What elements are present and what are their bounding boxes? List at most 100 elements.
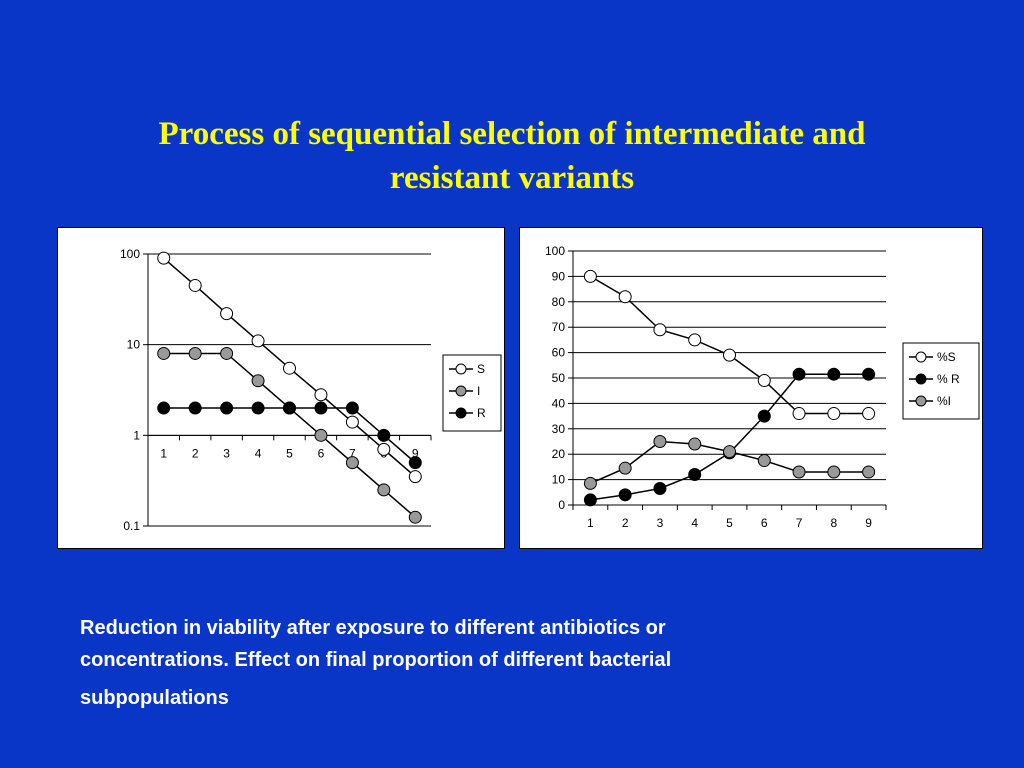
caption: Reduction in viability after exposure to… [80,612,900,714]
log-chart-x-tick-label: 2 [192,446,199,460]
log-chart-x-tick-label: 6 [318,446,325,460]
pct-chart-series-i-point [583,476,597,490]
pct-chart-series-s-point [757,374,771,388]
log-chart-series-s-point [314,388,328,402]
pct-chart-series-r-point [688,468,702,482]
pct-chart-series-i-point [723,445,736,459]
pct-chart-x-tick-label: 5 [726,516,733,530]
pct-chart-x-tick-label: 8 [830,516,837,530]
pct-chart-y-tick-label: 40 [552,396,566,410]
log-chart-series-s-point [283,361,296,375]
pct-chart-series-i-point [757,454,771,468]
pct-chart-series-i-point [653,435,667,448]
log-chart-x-tick-label: 5 [286,446,293,460]
pct-chart-series-s-point [688,333,702,347]
pct-chart-series-i-point [827,465,841,479]
pct-chart-series-s-point [583,269,597,283]
pct-chart-legend-label: %I [937,394,951,408]
log-chart-legend-swatch-marker [455,385,467,397]
log-chart-legend-label: S [477,362,485,376]
pct-chart-y-tick-label: 100 [545,244,565,258]
log-chart-series-s-point [345,415,359,429]
log-chart-x-tick-label: 4 [255,446,262,460]
log-chart-x-tick-label: 3 [223,446,230,460]
log-chart-series-r-point [377,428,391,442]
pct-chart-series-s-point [827,407,841,421]
caption-line1: Reduction in viability after exposure to… [80,617,666,639]
log-chart-legend-swatch-marker [455,363,467,375]
log-chart-series-r-point [157,401,171,415]
pct-chart-y-tick-label: 90 [552,269,566,283]
percentage-chart: 0 10 20 30 40 50 60 70 80 90 100 1 2 3 4 5 6 7 8 9 %S % R %I [519,227,983,549]
pct-chart-x-tick-label: 1 [587,516,594,530]
pct-chart-x-tick-label: 4 [691,516,698,530]
log-chart-y-tick-label: 0.1 [123,519,140,533]
pct-chart-series-i-point [862,465,876,479]
log-chart-legend-label: R [477,406,486,420]
log-chart-series-r-point [408,456,422,470]
pct-chart-y-tick-label: 20 [552,447,566,461]
pct-chart-legend-swatch-marker [915,395,927,407]
slide-title: Process of sequential selection of inter… [0,112,1024,200]
pct-chart-y-tick-label: 10 [552,473,566,487]
pct-chart-series-r-point [862,367,876,381]
log-chart-series-r-point [188,401,202,415]
slide-title-line2: resistant variants [389,160,635,196]
log-chart-x-tick-label: 9 [412,446,419,460]
pct-chart-x-tick-label: 2 [622,516,629,530]
pct-chart-x-tick-label: 3 [657,516,664,530]
pct-chart-y-tick-label: 80 [552,295,566,309]
pct-chart-series-r-point [757,409,771,423]
log-chart-series-s-point [251,334,265,348]
log-chart-series-i-point [408,510,422,524]
pct-chart-legend-swatch-marker [915,351,927,363]
pct-chart-y-tick-label: 70 [552,320,566,334]
pct-chart-series-s-point [792,407,806,421]
log-chart-series-i-point [314,428,328,442]
pct-chart-series-r-point [827,367,841,381]
log-chart-series-i-point [345,456,359,470]
pct-chart-series-r-point [792,367,806,381]
pct-chart-series-r-point [653,481,667,495]
pct-chart-series-i-point [688,437,702,451]
pct-chart-y-tick-label: 60 [552,346,566,360]
log-chart-series-i-point [157,346,171,360]
pct-chart-series-r-point [583,493,597,507]
log-chart-series-s-point [220,307,234,321]
pct-chart-x-tick-label: 7 [796,516,803,530]
slide-title-line1: Process of sequential selection of inter… [158,116,866,152]
pct-chart-series-s-point [723,348,736,362]
pct-chart-series-i-point [618,461,632,475]
log-chart-series-i-point [188,346,202,360]
pct-chart-y-tick-label: 0 [558,498,565,512]
log-chart-series-r-point [314,401,328,415]
log-chart-legend [442,354,502,432]
pct-chart-legend-label: %S [937,350,956,364]
pct-chart-series-i-point [792,465,806,479]
log-chart-series-r-point [220,401,234,415]
pct-chart-legend-label: % R [937,372,960,386]
log-chart-series-i-point [251,374,265,388]
pct-chart-series-r-line [590,373,869,501]
pct-chart-series-s-line [590,275,869,415]
log-chart-series-i-point [220,346,234,360]
log-chart-y-tick-label: 100 [120,247,140,261]
pct-chart-y-tick-label: 50 [552,371,566,385]
pct-chart-x-tick-label: 9 [865,516,872,530]
log-chart-series-s-point [157,251,171,265]
pct-chart-series-s-point [653,323,667,337]
log-chart-series-r-point [345,401,359,415]
pct-chart-series-s-point [618,290,632,304]
pct-chart-legend-swatch-marker [915,373,927,385]
percentage-chart-svg: 0 10 20 30 40 50 60 70 80 90 100 1 2 3 4 5 6 7 8 9 %S % R %I [545,244,980,530]
caption-line3: subpopulations [80,687,229,709]
caption-line2: concentrations. Effect on final proporti… [80,649,672,671]
log-chart-series-i-point [377,483,391,497]
log-chart-series-s-point [408,470,422,484]
log-chart-series-r-point [251,401,265,415]
log-chart-legend-label: I [477,384,480,398]
pct-chart-series-s-point [862,407,876,421]
log-chart-y-tick-label: 1 [133,428,140,442]
